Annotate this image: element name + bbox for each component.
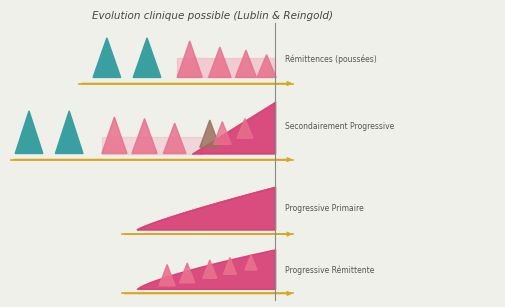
Polygon shape: [163, 123, 186, 154]
Text: Progressive Rémittente: Progressive Rémittente: [285, 266, 375, 275]
Polygon shape: [15, 111, 43, 154]
Text: Evolution clinique possible (Lublin & Reingold): Evolution clinique possible (Lublin & Re…: [92, 10, 333, 21]
Text: Secondairement Progressive: Secondairement Progressive: [285, 122, 394, 130]
Polygon shape: [223, 258, 236, 274]
Text: Progressive Primaire: Progressive Primaire: [285, 204, 364, 213]
Polygon shape: [56, 111, 83, 154]
Polygon shape: [102, 137, 203, 154]
Polygon shape: [177, 58, 275, 77]
Polygon shape: [159, 265, 175, 286]
Polygon shape: [93, 38, 121, 77]
Text: Rémittences (poussées): Rémittences (poussées): [285, 54, 377, 64]
Polygon shape: [177, 41, 203, 77]
Polygon shape: [133, 38, 161, 77]
Polygon shape: [200, 120, 220, 147]
Polygon shape: [180, 263, 195, 283]
Polygon shape: [237, 119, 253, 138]
Polygon shape: [203, 260, 217, 278]
Polygon shape: [245, 255, 257, 270]
Polygon shape: [102, 117, 127, 154]
Polygon shape: [209, 47, 231, 77]
Polygon shape: [132, 119, 157, 154]
Polygon shape: [235, 50, 257, 77]
Polygon shape: [257, 55, 276, 77]
Polygon shape: [214, 122, 231, 144]
